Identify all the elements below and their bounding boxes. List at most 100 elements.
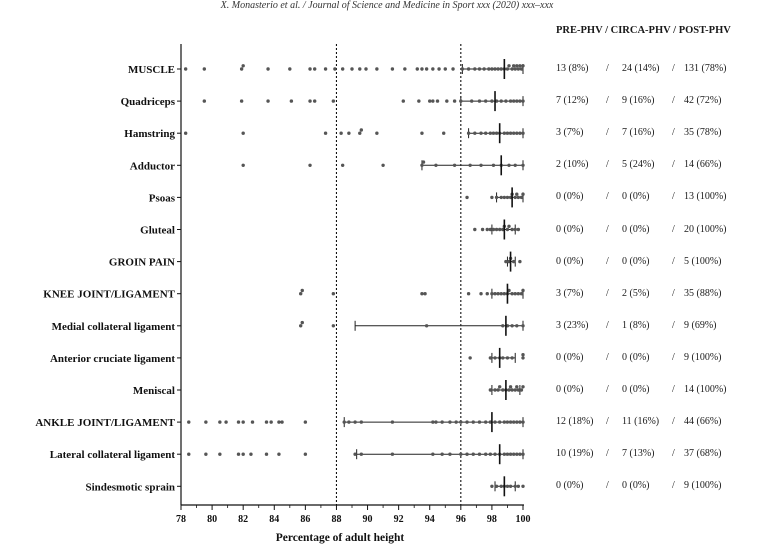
series-groin-pain: GROIN PAIN — [109, 251, 522, 272]
pre-phv-value: 3 (7%) — [556, 127, 584, 139]
data-point — [502, 195, 507, 200]
x-tick-label-86: 86 — [300, 514, 310, 525]
separator: / — [672, 223, 675, 235]
data-point — [323, 131, 328, 135]
post-phv-value: 5 (100%) — [684, 255, 722, 267]
data-point — [448, 452, 452, 456]
data-point — [505, 420, 510, 424]
pre-phv-value: 3 (7%) — [556, 287, 584, 299]
post-phv-value: 131 (78%) — [684, 63, 727, 74]
data-point — [359, 420, 364, 424]
post-phv-value: 20 (100%) — [684, 223, 727, 235]
data-point — [431, 420, 435, 424]
data-point — [403, 67, 407, 71]
data-point — [513, 163, 517, 167]
post-phv-value: 35 (88%) — [684, 287, 722, 299]
data-point — [482, 67, 486, 71]
data-point — [340, 163, 345, 167]
data-point — [513, 484, 517, 488]
data-point — [445, 99, 449, 103]
category-label: MUSCLE — [128, 64, 175, 76]
separator: / — [672, 191, 675, 203]
x-tick-label-92: 92 — [394, 514, 404, 525]
post-phv-value: 13 (100%) — [684, 191, 727, 203]
data-point — [494, 195, 499, 200]
separator: / — [672, 63, 675, 74]
separator: / — [672, 255, 675, 267]
series-knee-joint-ligament: KNEE JOINT/LIGAMENT — [43, 283, 525, 304]
circa-phv-value: 11 (16%) — [622, 416, 660, 428]
data-point — [505, 484, 510, 488]
data-point — [288, 67, 292, 71]
series-gluteal: Gluteal — [140, 219, 521, 240]
data-point — [497, 385, 502, 389]
category-label: Adductor — [130, 160, 175, 172]
data-point — [364, 67, 368, 71]
data-point — [312, 99, 317, 103]
separator: / — [672, 480, 675, 492]
data-point — [218, 452, 222, 456]
data-point — [493, 292, 497, 296]
data-point — [277, 452, 281, 456]
data-point — [299, 292, 303, 296]
data-point — [502, 292, 507, 296]
data-point — [204, 420, 208, 424]
data-point — [375, 67, 379, 71]
data-point — [353, 452, 357, 456]
data-point — [507, 163, 511, 167]
data-point — [493, 420, 497, 424]
circa-phv-value: 0 (0%) — [622, 480, 650, 492]
post-phv-value: 14 (100%) — [684, 384, 727, 395]
data-point — [510, 388, 514, 392]
data-point — [241, 452, 245, 456]
x-tick-label-98: 98 — [487, 514, 497, 525]
data-point — [513, 227, 517, 232]
post-phv-value: 44 (66%) — [684, 416, 722, 428]
x-tick-label-100: 100 — [516, 514, 531, 525]
data-point — [452, 99, 457, 103]
separator: / — [606, 384, 609, 395]
category-label: GROIN PAIN — [109, 257, 175, 269]
separator: / — [606, 416, 609, 428]
data-point — [502, 131, 507, 135]
data-point — [471, 420, 475, 424]
separator: / — [606, 255, 609, 267]
data-point — [488, 131, 493, 135]
data-point — [505, 227, 510, 232]
data-point — [501, 356, 505, 360]
data-point — [491, 131, 496, 135]
data-point — [515, 385, 519, 389]
data-point — [250, 420, 255, 424]
separator: / — [606, 191, 609, 203]
series-adductor: Adductor — [130, 155, 525, 176]
x-tick-label-94: 94 — [425, 514, 435, 525]
separator: / — [672, 416, 675, 428]
x-tick-label-88: 88 — [331, 514, 341, 525]
data-point — [417, 99, 421, 103]
data-point — [510, 324, 514, 328]
data-point — [312, 67, 317, 71]
data-point — [381, 163, 385, 167]
data-point — [401, 99, 405, 103]
data-point — [511, 99, 516, 103]
data-point — [499, 99, 503, 103]
data-point — [491, 227, 496, 232]
data-point — [508, 131, 513, 135]
circa-phv-value: 2 (5%) — [622, 287, 650, 299]
data-point — [508, 484, 513, 488]
data-point — [264, 452, 269, 456]
data-point — [496, 388, 500, 392]
series-medial-collateral-ligament: Medial collateral ligament — [52, 315, 525, 336]
data-point — [511, 452, 516, 456]
separator: / — [672, 287, 675, 299]
data-point — [435, 99, 440, 103]
pre-phv-value: 0 (0%) — [556, 223, 584, 235]
pre-phv-value: 13 (8%) — [556, 63, 589, 74]
data-point — [477, 452, 482, 456]
data-point — [477, 67, 482, 71]
data-point — [477, 99, 482, 103]
data-point — [466, 131, 471, 135]
data-point — [241, 163, 245, 167]
data-point — [420, 163, 424, 167]
data-point — [511, 420, 516, 424]
